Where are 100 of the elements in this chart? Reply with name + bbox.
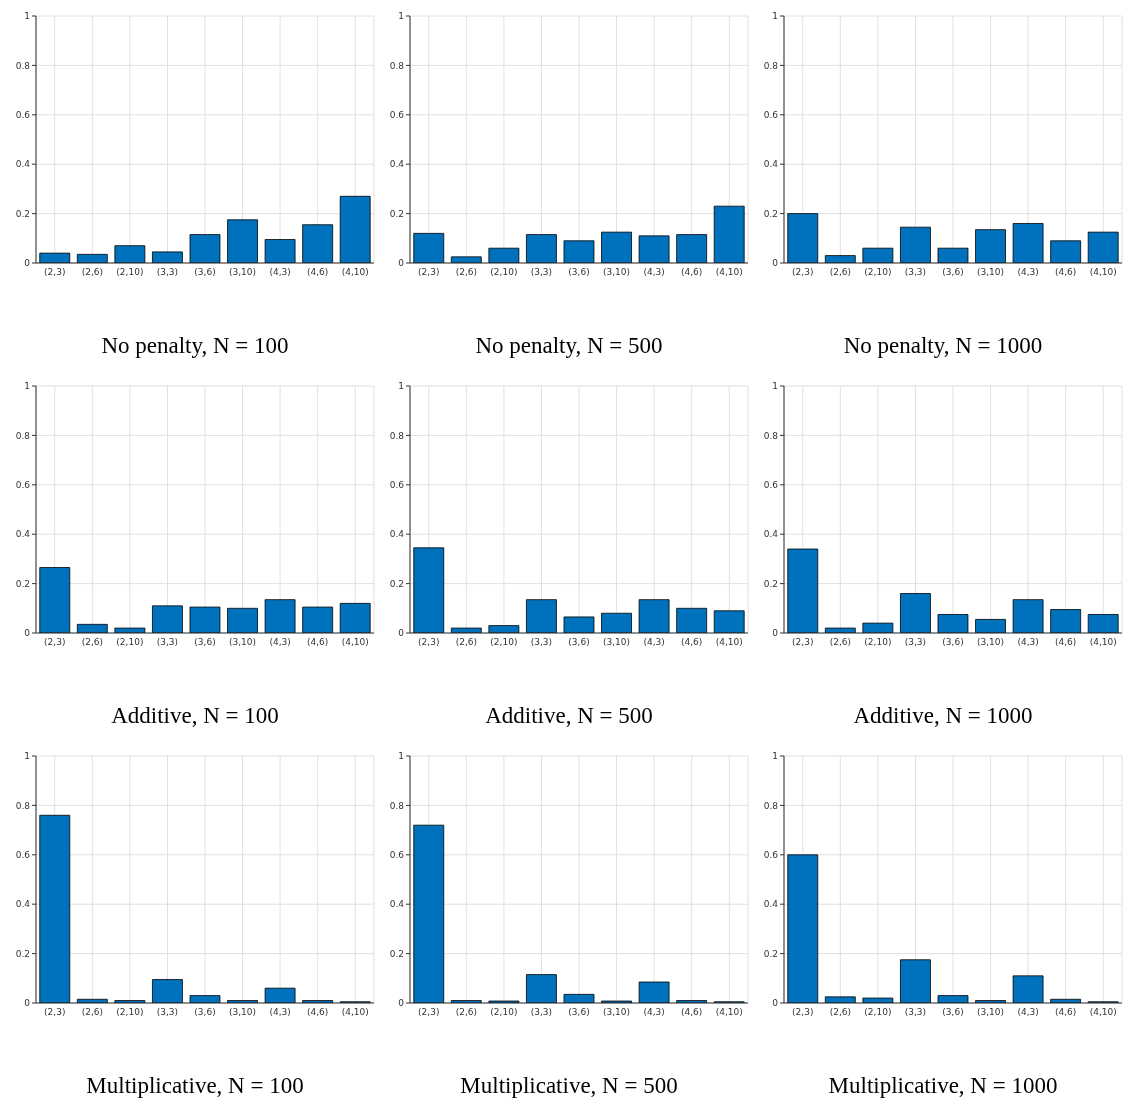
y-tick-label: 0.8 — [389, 800, 405, 811]
x-tick-label: (3,6) — [942, 1007, 964, 1018]
x-tick-label: (4,10) — [715, 637, 743, 648]
x-tick-label: (4,3) — [1017, 267, 1039, 278]
y-tick-label: 1 — [24, 11, 30, 22]
y-tick-label: 0.4 — [763, 159, 779, 170]
text: No penalty, N = 500 — [474, 333, 664, 359]
y-tick-label: 0.6 — [389, 479, 405, 490]
x-tick-label: (3,6) — [568, 637, 590, 648]
y-tick-label: 1 — [398, 381, 404, 392]
y-tick-label: 0 — [398, 998, 405, 1009]
y-tick-label: 0.2 — [763, 578, 778, 589]
x-tick-label: (3,10) — [229, 1007, 257, 1018]
y-tick-label: 0.2 — [763, 208, 778, 219]
x-tick-label: (2,6) — [829, 267, 852, 278]
y-tick-label: 0 — [24, 628, 31, 639]
x-tick-label: (4,3) — [643, 267, 665, 278]
y-tick-label: 0.6 — [389, 110, 405, 120]
y-tick-label: 0.8 — [763, 800, 779, 811]
x-tick-label: (4,6) — [306, 267, 329, 278]
x-tick-label: (4,3) — [1017, 1007, 1039, 1018]
x-tick-label: (3,3) — [156, 267, 179, 278]
x-tick-label: (2,3) — [418, 637, 440, 648]
x-tick-label: (4,10) — [1089, 267, 1117, 278]
x-tick-label: (3,10) — [229, 637, 257, 648]
x-tick-label: (4,10) — [341, 267, 369, 278]
x-tick-label: (3,6) — [568, 1007, 590, 1018]
x-tick-label: (4,6) — [306, 637, 329, 648]
y-tick-label: 0.4 — [389, 529, 405, 540]
text: Additive, N = 500 — [484, 703, 654, 729]
y-tick-label: 0.4 — [389, 899, 405, 910]
x-tick-label: (3,6) — [568, 267, 590, 278]
y-tick-label: 1 — [24, 381, 30, 392]
text: Additive, N = 1000 — [852, 703, 1034, 729]
x-tick-label: (2,3) — [792, 1007, 814, 1018]
x-tick-label: (3,3) — [530, 637, 553, 648]
x-tick-label: (4,3) — [643, 637, 665, 648]
x-tick-label: (3,10) — [977, 637, 1005, 648]
x-tick-label: (2,6) — [829, 637, 852, 648]
y-tick-label: 0.8 — [15, 800, 31, 811]
y-tick-label: 0 — [772, 628, 779, 639]
x-tick-label: (2,3) — [418, 267, 440, 278]
y-tick-label: 0 — [24, 998, 31, 1009]
x-tick-label: (3,3) — [156, 637, 179, 648]
x-tick-label: (4,6) — [1054, 637, 1077, 648]
x-tick-label: (2,6) — [81, 1007, 104, 1018]
y-tick-label: 0.2 — [389, 578, 404, 589]
x-tick-label: (2,10) — [490, 637, 518, 648]
x-tick-label: (4,3) — [1017, 637, 1039, 648]
y-tick-label: 0 — [398, 258, 405, 269]
x-tick-label: (4,6) — [680, 637, 703, 648]
y-tick-label: 0 — [772, 258, 779, 269]
y-tick-label: 0.8 — [389, 430, 405, 441]
y-tick-label: 0.4 — [389, 159, 405, 170]
x-tick-label: (3,6) — [194, 1007, 216, 1018]
y-tick-label: 0.6 — [763, 479, 779, 490]
y-tick-label: 0.2 — [15, 578, 30, 589]
x-tick-label: (2,10) — [116, 267, 144, 278]
x-tick-label: (2,10) — [490, 267, 518, 278]
x-tick-label: (2,10) — [864, 1007, 892, 1018]
y-tick-label: 0.6 — [389, 849, 405, 860]
x-tick-label: (4,6) — [1054, 1007, 1077, 1018]
x-tick-label: (4,6) — [306, 1007, 329, 1018]
y-tick-label: 0.2 — [15, 208, 30, 219]
text: Multiplicative, N = 100 — [85, 1073, 305, 1099]
y-tick-label: 0.8 — [15, 430, 31, 441]
x-tick-label: (2,3) — [44, 637, 66, 648]
x-tick-label: (2,6) — [81, 637, 104, 648]
x-tick-label: (2,3) — [44, 1007, 66, 1018]
x-tick-label: (3,10) — [229, 267, 257, 278]
x-tick-label: (3,10) — [603, 1007, 631, 1018]
x-tick-label: (3,3) — [904, 267, 927, 278]
x-tick-label: (4,3) — [643, 1007, 665, 1018]
y-tick-label: 1 — [24, 751, 30, 762]
x-tick-label: (2,6) — [81, 267, 104, 278]
x-tick-label: (4,3) — [269, 637, 291, 648]
y-tick-label: 0.6 — [15, 849, 31, 860]
x-tick-label: (4,10) — [715, 267, 743, 278]
y-tick-label: 0.2 — [15, 948, 30, 959]
x-tick-label: (3,3) — [904, 637, 927, 648]
x-tick-label: (2,10) — [490, 1007, 518, 1018]
x-tick-label: (2,3) — [418, 1007, 440, 1018]
y-tick-label: 0.2 — [763, 948, 778, 959]
x-tick-label: (2,6) — [455, 267, 478, 278]
x-tick-label: (4,6) — [680, 267, 703, 278]
y-tick-label: 0.4 — [763, 899, 779, 910]
x-tick-label: (4,3) — [269, 1007, 291, 1018]
y-tick-label: 0.6 — [15, 479, 31, 490]
x-tick-label: (4,10) — [715, 1007, 743, 1018]
text: No penalty, N = 1000 — [842, 333, 1044, 359]
y-tick-label: 0.8 — [763, 430, 779, 441]
x-tick-label: (2,6) — [455, 1007, 478, 1018]
text: No penalty, N = 100 — [100, 333, 290, 359]
x-tick-label: (3,6) — [942, 267, 964, 278]
y-tick-label: 0.4 — [763, 529, 779, 540]
x-tick-label: (3,6) — [194, 637, 216, 648]
x-tick-label: (4,3) — [269, 267, 291, 278]
x-tick-label: (4,10) — [341, 637, 369, 648]
y-tick-label: 0 — [772, 998, 779, 1009]
x-tick-label: (4,6) — [1054, 267, 1077, 278]
